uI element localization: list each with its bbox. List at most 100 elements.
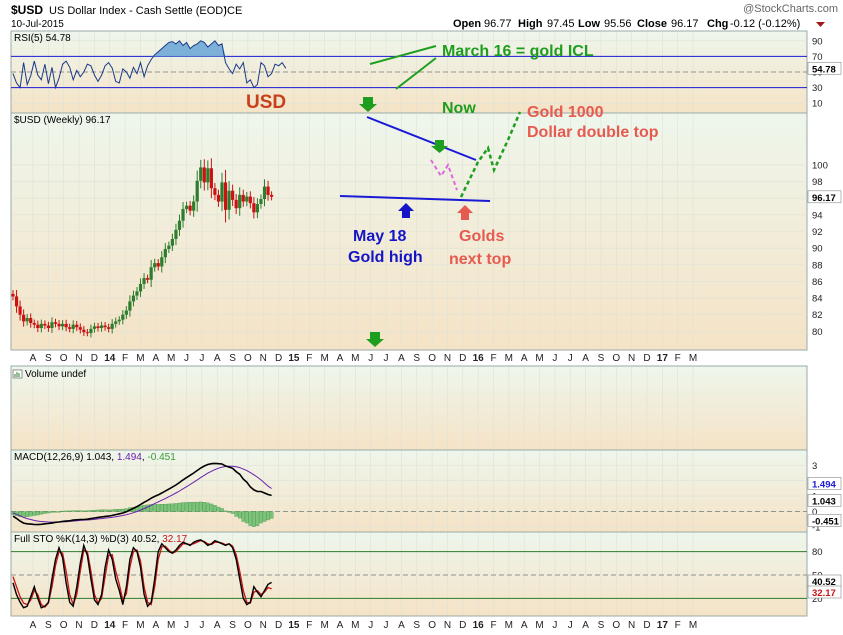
x-tick-label: N (444, 353, 451, 364)
candle-body (153, 263, 157, 268)
candle-body (262, 186, 267, 200)
x-tick-label: 15 (288, 353, 300, 364)
x-tick-label: D (643, 353, 650, 364)
candle-body (195, 180, 199, 202)
macd-histogram-bar (245, 511, 249, 524)
macd-histogram-bar (241, 511, 245, 522)
macd-histogram-bar (75, 510, 79, 512)
last-value-label: 96.17 (812, 193, 836, 204)
macd-histogram-bar (152, 504, 157, 512)
candle-body (266, 186, 270, 195)
candle-body (32, 323, 36, 325)
macd-histogram-bar (57, 511, 61, 513)
candle-body (213, 188, 217, 195)
y-tick-label: 92 (812, 227, 823, 238)
macd-histogram-bar (230, 511, 235, 514)
y-tick-label: 20 (812, 594, 823, 605)
candle-body (75, 324, 79, 328)
candle-body (121, 314, 125, 320)
candle-body (255, 204, 260, 213)
x-axis-top: A S O N D 14 F M A M J J A S O N D 15 F M A M J J A S O N D 16 F M A M J J A… (30, 353, 698, 364)
x-tick-label: O (244, 353, 252, 364)
macd-histogram-bar (195, 501, 199, 512)
macd-histogram-bar (216, 506, 221, 512)
x-tick-label: S (413, 620, 420, 631)
macd-histogram-bar (78, 510, 83, 512)
candle-body (99, 325, 104, 329)
y-tick-label: 3 (812, 461, 817, 472)
open-value: 96.77 (484, 18, 512, 30)
last-value-tag (807, 494, 842, 507)
candle-body (60, 323, 65, 327)
x-tick-label: A (398, 353, 405, 364)
macd-histogram-bar (25, 511, 29, 517)
chg-label: Chg (707, 18, 728, 30)
candle-body (89, 328, 93, 334)
candle-body (192, 201, 196, 211)
x-tick-label: N (444, 620, 451, 631)
macd-histogram-bar (106, 509, 111, 512)
rsi-axis: 103050709054.78 (807, 36, 842, 110)
last-value-label: 1.494 (812, 479, 836, 490)
y-tick-label: 10 (812, 99, 823, 110)
candle-body (170, 238, 175, 246)
price-layer (11, 158, 274, 338)
macd-histogram-bar (99, 509, 104, 512)
candle-body (138, 283, 143, 292)
macd-histogram-bar (262, 511, 267, 522)
may18-annotation: May 18 (353, 228, 406, 245)
x-tick-label: N (75, 353, 82, 364)
x-tick-label: J (552, 353, 557, 364)
candle-body (124, 310, 128, 315)
candle-body (46, 325, 51, 329)
arrow-up-may-icon (398, 203, 414, 218)
y-tick-label: 100 (812, 160, 828, 171)
y-tick-label: 98 (812, 177, 823, 188)
candle-body (71, 324, 75, 329)
price-legend: $USD (Weekly) 96.17 (14, 115, 111, 126)
candle-body (199, 167, 203, 181)
macd-histogram-bar (206, 502, 210, 512)
x-tick-label: M (505, 353, 513, 364)
y-tick-label: 80 (812, 547, 823, 558)
x-tick-label: J (368, 353, 373, 364)
x-tick-label: F (490, 353, 496, 364)
y-tick-label: 0 (812, 507, 817, 518)
candle-body (43, 323, 47, 326)
candle-body (238, 194, 242, 209)
x-tick-label: M (136, 353, 144, 364)
sto-layer (11, 539, 807, 609)
x-tick-label: O (612, 353, 620, 364)
macd-histogram-bar (71, 510, 75, 512)
last-value-tag (807, 190, 842, 204)
candle-body (25, 318, 29, 322)
macd-histogram-bar (248, 511, 253, 526)
x-tick-label: F (490, 620, 496, 631)
march16-pointer-line-2 (395, 57, 437, 90)
x-tick-label: J (184, 620, 189, 631)
sto-legend: Full STO %K(14,3) %D(3) 40.52, 32.17 (14, 534, 188, 545)
x-tick-label: J (384, 620, 389, 631)
y-tick-label: 30 (812, 83, 823, 94)
candle-body (29, 318, 33, 324)
macd-histogram-bar (46, 511, 51, 514)
candle-body (149, 267, 153, 280)
candle-body (82, 329, 86, 333)
candle-body (53, 322, 58, 324)
high-value: 97.45 (547, 18, 575, 30)
x-tick-label: S (45, 353, 52, 364)
march16-annotation: March 16 = gold ICL (442, 43, 594, 60)
x-tick-label: A (214, 353, 221, 364)
dropdown-arrow-icon[interactable] (816, 22, 825, 27)
macd-legend: MACD(12,26,9) 1.043, 1.494, -0.451 (14, 452, 176, 463)
open-label: Open (453, 18, 481, 30)
x-tick-label: M (351, 353, 359, 364)
close-label: Close (637, 18, 667, 30)
macd-histogram-bar (64, 510, 68, 512)
x-tick-label: 17 (657, 620, 669, 631)
candle-body (174, 229, 178, 239)
candle-body (220, 182, 224, 202)
y-tick-label: 84 (812, 294, 823, 305)
low-value: 95.56 (604, 18, 632, 30)
